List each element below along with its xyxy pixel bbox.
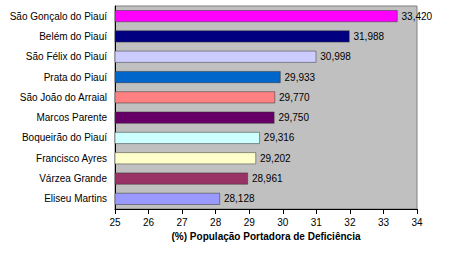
svg-text:28,961: 28,961 <box>252 173 283 184</box>
svg-text:São Gonçalo do Piauí: São Gonçalo do Piauí <box>10 11 108 22</box>
svg-text:Belém do Piauí: Belém do Piauí <box>39 31 107 42</box>
svg-text:(%) População Portadora de Def: (%) População Portadora de Deficiência <box>172 231 361 242</box>
svg-text:32: 32 <box>344 217 356 228</box>
svg-text:30,998: 30,998 <box>320 51 351 62</box>
svg-text:27: 27 <box>177 217 189 228</box>
svg-text:33: 33 <box>378 217 390 228</box>
svg-text:34: 34 <box>411 217 423 228</box>
svg-text:31: 31 <box>311 217 323 228</box>
svg-text:Eliseu Martins: Eliseu Martins <box>44 193 107 204</box>
svg-text:33,420: 33,420 <box>402 11 433 22</box>
svg-text:Prata do Piauí: Prata do Piauí <box>44 72 108 83</box>
svg-text:28: 28 <box>210 217 222 228</box>
svg-text:Várzea Grande: Várzea Grande <box>39 173 107 184</box>
svg-text:29,770: 29,770 <box>279 92 310 103</box>
svg-text:28,128: 28,128 <box>224 193 255 204</box>
svg-text:29,750: 29,750 <box>278 112 309 123</box>
svg-text:São Félix do Piauí: São Félix do Piauí <box>26 51 107 62</box>
svg-text:Marcos Parente: Marcos Parente <box>36 112 107 123</box>
svg-text:São João do Arraial: São João do Arraial <box>20 92 107 103</box>
svg-text:Francisco Ayres: Francisco Ayres <box>36 153 107 164</box>
svg-text:25: 25 <box>109 217 121 228</box>
svg-text:31,988: 31,988 <box>353 31 384 42</box>
svg-text:30: 30 <box>277 217 289 228</box>
svg-text:29,202: 29,202 <box>260 153 291 164</box>
svg-text:26: 26 <box>143 217 155 228</box>
svg-text:29,933: 29,933 <box>285 72 316 83</box>
svg-text:29: 29 <box>244 217 256 228</box>
svg-text:Boqueirão do Piauí: Boqueirão do Piauí <box>22 132 107 143</box>
svg-text:29,316: 29,316 <box>264 132 295 143</box>
